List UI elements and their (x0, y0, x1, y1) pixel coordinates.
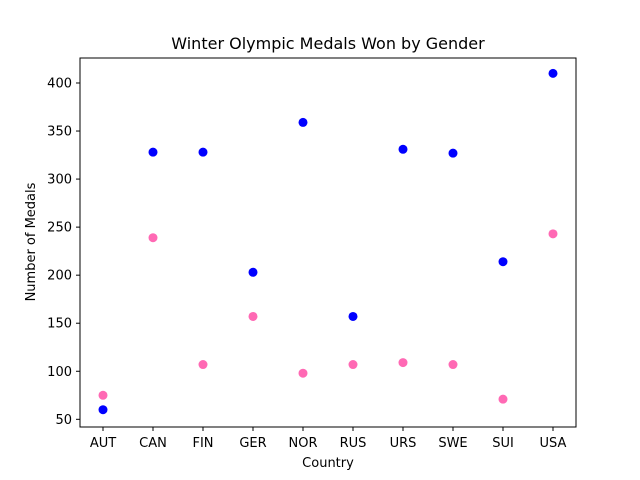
y-tick-label: 200 (47, 269, 72, 284)
y-tick-label: 300 (47, 173, 72, 188)
scatter-point-series-1-nor (298, 117, 308, 127)
scatter-point-series-1-aut (98, 405, 108, 415)
y-tick-label: 350 (47, 125, 72, 140)
plot-frame (79, 57, 577, 428)
scatter-point-series-2-fin (198, 360, 208, 370)
x-tick-label: SWE (438, 436, 467, 451)
scatter-point-series-2-sui (498, 394, 508, 404)
y-tick-label: 400 (47, 76, 72, 91)
x-tick-label: USA (540, 436, 567, 451)
y-tick-label: 100 (47, 365, 72, 380)
chart-title: Winter Olympic Medals Won by Gender (171, 34, 485, 53)
scatter-point-series-2-nor (298, 368, 308, 378)
scatter-point-series-2-urs (398, 358, 408, 368)
scatter-point-series-1-urs (398, 144, 408, 154)
y-axis-title: Number of Medals (24, 182, 39, 301)
x-tick-label: NOR (289, 436, 318, 451)
scatter-point-series-2-usa (548, 229, 558, 239)
y-tick-label: 150 (47, 317, 72, 332)
x-tick-label: SUI (492, 436, 514, 451)
scatter-point-series-1-fin (198, 147, 208, 157)
scatter-point-series-1-swe (448, 148, 458, 158)
x-tick-label: URS (390, 436, 417, 451)
x-tick-label: GER (239, 436, 266, 451)
y-axis: 50 100 150 200 250 300 350 400 (47, 76, 80, 428)
x-tick-label: FIN (192, 436, 213, 451)
scatter-point-series-1-usa (548, 68, 558, 78)
plot-area (98, 68, 558, 415)
x-axis-title: Country (302, 456, 354, 471)
x-tick-label: RUS (340, 436, 367, 451)
scatter-point-series-2-can (148, 233, 158, 243)
x-tick-label: CAN (139, 436, 167, 451)
x-tick-label: AUT (90, 436, 116, 451)
y-tick-label: 250 (47, 221, 72, 236)
scatter-point-series-2-swe (448, 360, 458, 370)
y-tick-label: 50 (55, 413, 72, 428)
x-axis: AUT CAN FIN GER NOR RUS URS SWE SUI USA (90, 427, 567, 451)
scatter-point-series-2-aut (98, 390, 108, 400)
scatter-point-series-1-ger (248, 267, 258, 277)
scatter-point-series-2-rus (348, 360, 358, 370)
scatter-point-series-1-can (148, 147, 158, 157)
scatter-point-series-1-sui (498, 257, 508, 267)
scatter-point-series-2-ger (248, 311, 258, 321)
scatter-point-series-1-rus (348, 311, 358, 321)
